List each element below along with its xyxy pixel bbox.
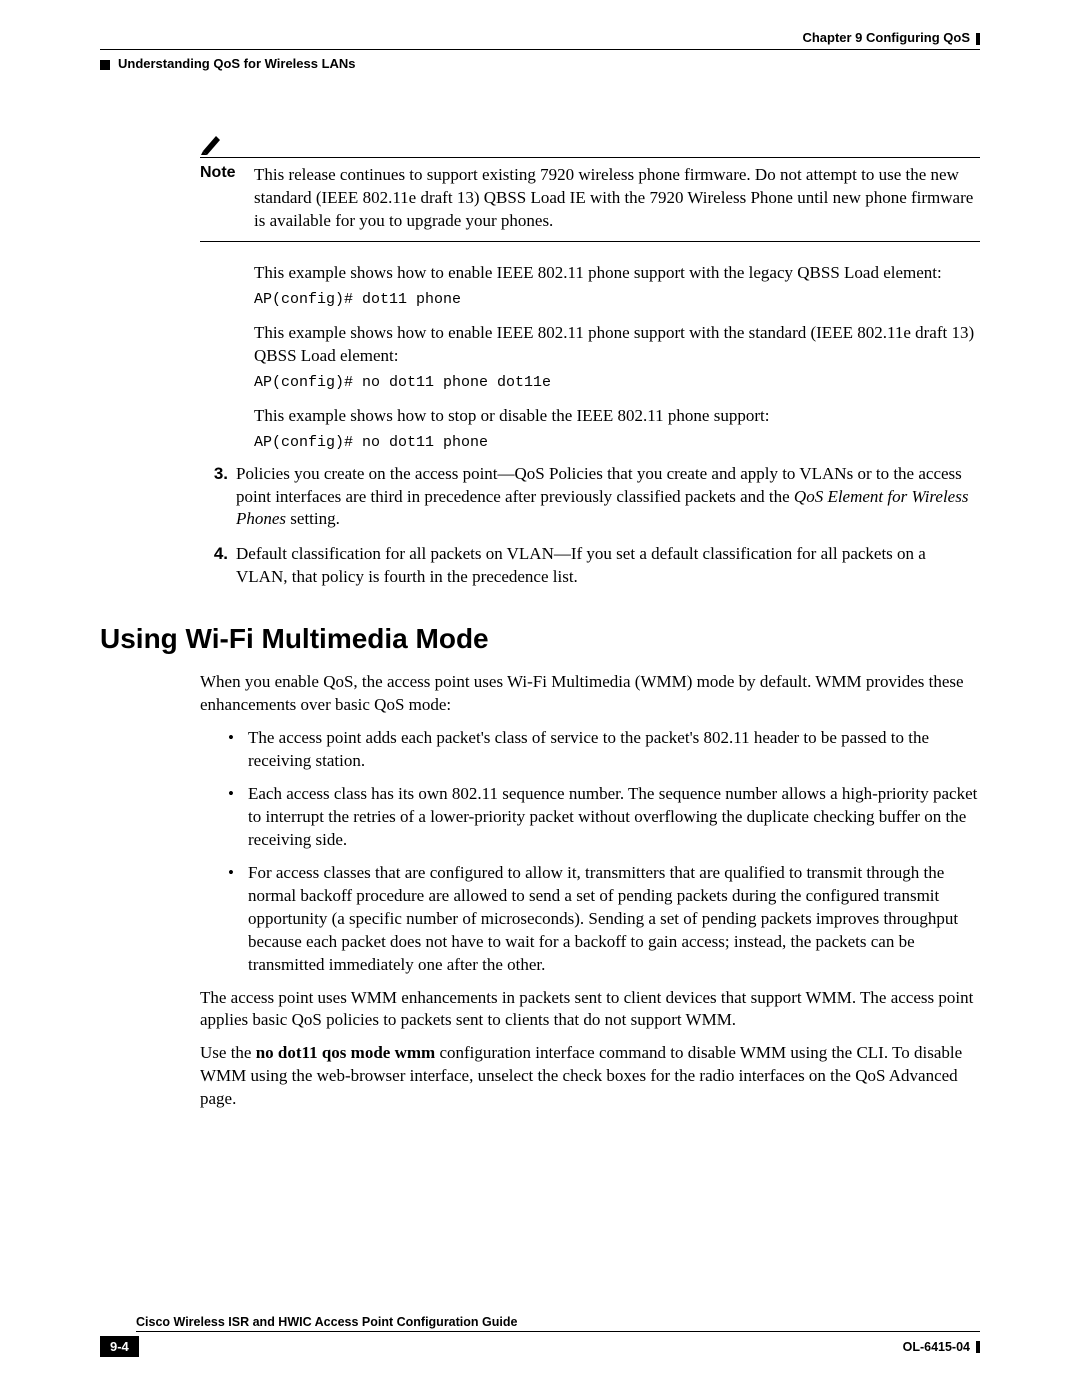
page-header: Chapter 9 Configuring QoS Understanding … bbox=[100, 30, 980, 71]
doc-id-text: OL-6415-04 bbox=[903, 1340, 970, 1354]
section-heading: Using Wi-Fi Multimedia Mode bbox=[100, 623, 980, 655]
bullet-3: • For access classes that are configured… bbox=[228, 862, 980, 977]
list-item-4: 4. Default classification for all packet… bbox=[200, 543, 980, 589]
footer-doc-title: Cisco Wireless ISR and HWIC Access Point… bbox=[136, 1315, 980, 1332]
item4-text: Default classification for all packets o… bbox=[236, 543, 980, 589]
bullet2-text: Each access class has its own 802.11 seq… bbox=[248, 783, 980, 852]
example2-code: AP(config)# no dot11 phone dot11e bbox=[254, 374, 980, 391]
example2-text: This example shows how to enable IEEE 80… bbox=[254, 322, 980, 368]
page-footer: Cisco Wireless ISR and HWIC Access Point… bbox=[100, 1315, 980, 1357]
wmm-p3a: Use the bbox=[200, 1043, 256, 1062]
wmm-p2: The access point uses WMM enhancements i… bbox=[200, 987, 980, 1033]
doc-id: OL-6415-04 bbox=[903, 1340, 980, 1354]
example3-code: AP(config)# no dot11 phone bbox=[254, 434, 980, 451]
bullet3-text: For access classes that are configured t… bbox=[248, 862, 980, 977]
bullet-1: • The access point adds each packet's cl… bbox=[228, 727, 980, 773]
wmm-p3: Use the no dot11 qos mode wmm configurat… bbox=[200, 1042, 980, 1111]
page-number: 9-4 bbox=[100, 1336, 139, 1357]
wmm-cmd: no dot11 qos mode wmm bbox=[256, 1043, 435, 1062]
header-chapter: Chapter 9 Configuring QoS bbox=[100, 30, 980, 45]
example1-text: This example shows how to enable IEEE 80… bbox=[254, 262, 980, 285]
item-number: 3. bbox=[200, 463, 228, 532]
example3-text: This example shows how to stop or disabl… bbox=[254, 405, 980, 428]
list-item-3: 3. Policies you create on the access poi… bbox=[200, 463, 980, 532]
pencil-icon bbox=[200, 131, 980, 155]
bullet1-text: The access point adds each packet's clas… bbox=[248, 727, 980, 773]
wmm-intro: When you enable QoS, the access point us… bbox=[200, 671, 980, 717]
note-label: Note bbox=[200, 164, 254, 233]
section-label: Understanding QoS for Wireless LANs bbox=[118, 56, 356, 71]
header-section: Understanding QoS for Wireless LANs bbox=[100, 56, 980, 71]
chapter-label: Chapter 9 Configuring QoS bbox=[802, 30, 970, 45]
bullet-2: • Each access class has its own 802.11 s… bbox=[228, 783, 980, 852]
example1-code: AP(config)# dot11 phone bbox=[254, 291, 980, 308]
note-text: This release continues to support existi… bbox=[254, 164, 980, 233]
item-number: 4. bbox=[200, 543, 228, 589]
note-block: Note This release continues to support e… bbox=[200, 131, 980, 242]
item3-text-c: setting. bbox=[286, 509, 340, 528]
